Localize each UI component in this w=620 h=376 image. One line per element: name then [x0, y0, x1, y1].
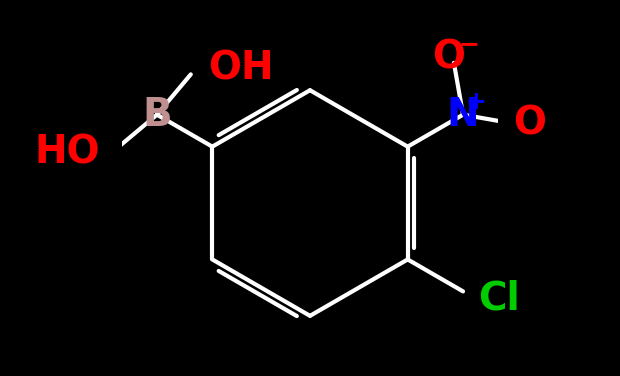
- Text: O: O: [513, 105, 546, 143]
- Text: O: O: [432, 38, 465, 76]
- Text: Cl: Cl: [478, 280, 520, 318]
- Text: OH: OH: [208, 50, 273, 88]
- Text: +: +: [466, 89, 487, 114]
- Text: B: B: [142, 96, 172, 134]
- Text: N: N: [447, 96, 479, 134]
- Text: −: −: [458, 32, 479, 56]
- Text: HO: HO: [34, 133, 100, 171]
